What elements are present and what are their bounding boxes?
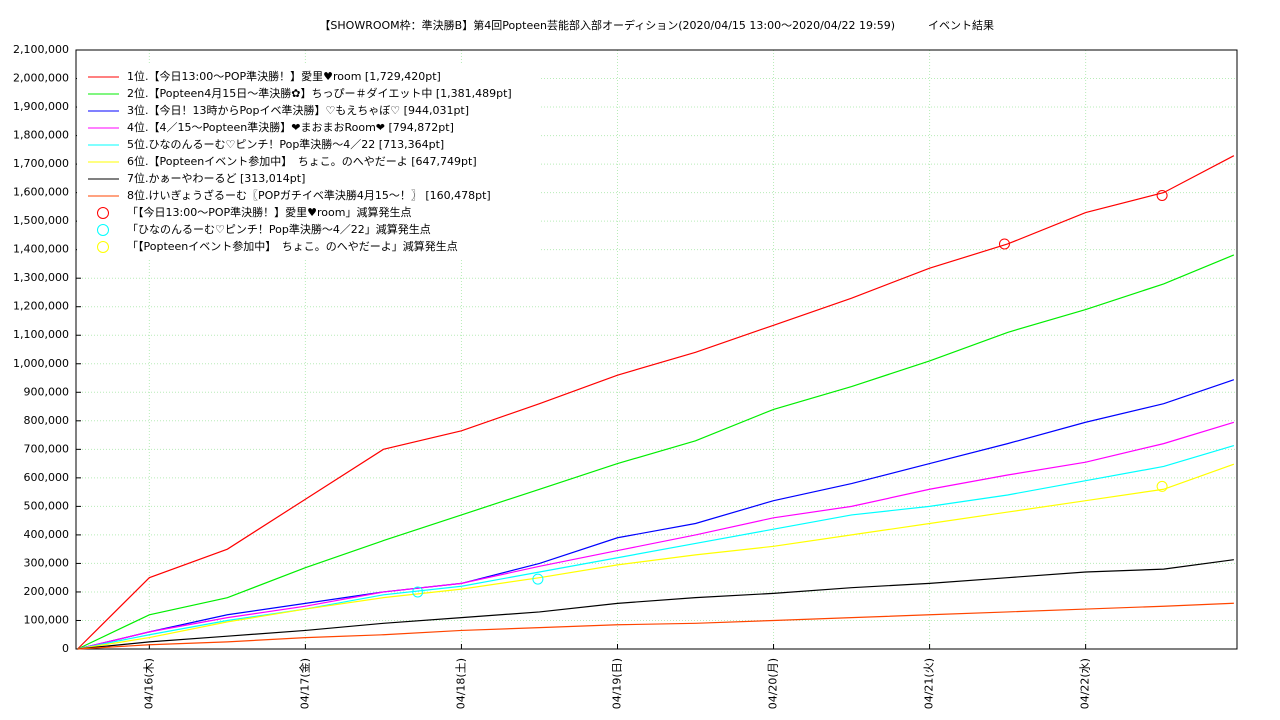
legend-label: 「ひなのんるーむ♡ピンチ！Pop準決勝〜4／22」減算発生点 (127, 222, 431, 236)
legend-label: 7位.かぁーやわーるど [313,014pt] (127, 171, 305, 185)
series-line (77, 379, 1235, 650)
legend: 1位.【今日13:00〜POP準決勝！】愛里♥room [1,729,420pt… (77, 64, 541, 259)
y-tick-label: 1,100,000 (13, 328, 69, 341)
y-tick-label: 1,300,000 (13, 271, 69, 284)
y-tick-label: 2,100,000 (13, 43, 69, 56)
y-tick-label: 200,000 (24, 585, 70, 598)
legend-label: 1位.【今日13:00〜POP準決勝！】愛里♥room [1,729,420pt… (127, 69, 441, 83)
drop-marker (532, 573, 544, 585)
legend-box (77, 64, 541, 259)
legend-label: 「【Popteenイベント参加中】 ちょこ。のへやだーよ」減算発生点 (127, 239, 458, 253)
series-line (77, 155, 1235, 650)
legend-label: 2位.【Popteen4月15日〜準決勝✿】ちっぴー＃ダイエット中 [1,381… (127, 86, 512, 100)
y-tick-label: 400,000 (24, 528, 70, 541)
y-tick-label: 2,000,000 (13, 72, 69, 85)
x-tick-label: 04/18(土) (454, 658, 467, 709)
y-tick-label: 0 (62, 642, 69, 655)
y-tick-label: 1,200,000 (13, 300, 69, 313)
y-tick-label: 1,600,000 (13, 186, 69, 199)
x-tick-label: 04/19(日) (610, 658, 623, 709)
y-tick-label: 1,900,000 (13, 100, 69, 113)
y-tick-label: 900,000 (24, 385, 70, 398)
drop-marker (412, 586, 424, 598)
series-line (77, 602, 1234, 650)
y-tick-label: 300,000 (24, 556, 70, 569)
y-tick-label: 100,000 (24, 613, 70, 626)
legend-label: 「【今日13:00〜POP準決勝！】愛里♥room」減算発生点 (127, 205, 411, 219)
x-tick-label: 04/22(水) (1079, 658, 1092, 709)
chart-subtitle: イベント結果 (928, 18, 994, 32)
drop-marker (998, 238, 1010, 250)
legend-swatch (97, 224, 109, 236)
y-tick-label: 600,000 (24, 471, 70, 484)
y-tick-label: 1,800,000 (13, 129, 69, 142)
y-tick-label: 500,000 (24, 499, 70, 512)
legend-swatch (97, 207, 109, 219)
legend-swatch (97, 241, 109, 253)
x-tick-label: 04/21(火) (923, 658, 936, 709)
y-tick-label: 800,000 (24, 414, 70, 427)
legend-label: 6位.【Popteenイベント参加中】 ちょこ。のへやだーよ [647,749p… (127, 154, 477, 168)
legend-label: 3位.【今日！13時からPopイベ準決勝】♡もえちゃぼ♡ [944,031pt] (127, 103, 469, 117)
y-tick-label: 1,700,000 (13, 157, 69, 170)
y-tick-label: 1,000,000 (13, 357, 69, 370)
series-line (77, 463, 1235, 650)
drop-marker (1156, 480, 1168, 492)
y-tick-label: 1,400,000 (13, 243, 69, 256)
legend-label: 8位.けいぎょうざるーむ〖POPガチイベ準決勝4月15〜！〗 [160,478p… (127, 188, 491, 202)
y-tick-label: 700,000 (24, 442, 70, 455)
legend-label: 4位.【4／15〜Popteen準決勝】❤まおまおRoom❤ [794,872p… (127, 120, 454, 134)
chart-title: 【SHOWROOM枠：準決勝B】第4回Popteen芸能部入部オーディション(2… (319, 18, 895, 32)
x-tick-label: 04/16(木) (142, 658, 155, 709)
drop-marker (1156, 189, 1168, 201)
x-tick-label: 04/17(金) (297, 658, 311, 709)
x-tick-label: 04/20(月) (767, 658, 780, 709)
legend-label: 5位.ひなのんるーむ♡ピンチ！Pop準決勝〜4／22 [713,364pt] (127, 137, 444, 151)
plot-frame (75, 49, 1238, 650)
series-line (77, 421, 1235, 650)
series-line (77, 559, 1234, 650)
series-line (77, 444, 1235, 650)
y-tick-label: 1,500,000 (13, 214, 69, 227)
series-line (77, 254, 1235, 650)
